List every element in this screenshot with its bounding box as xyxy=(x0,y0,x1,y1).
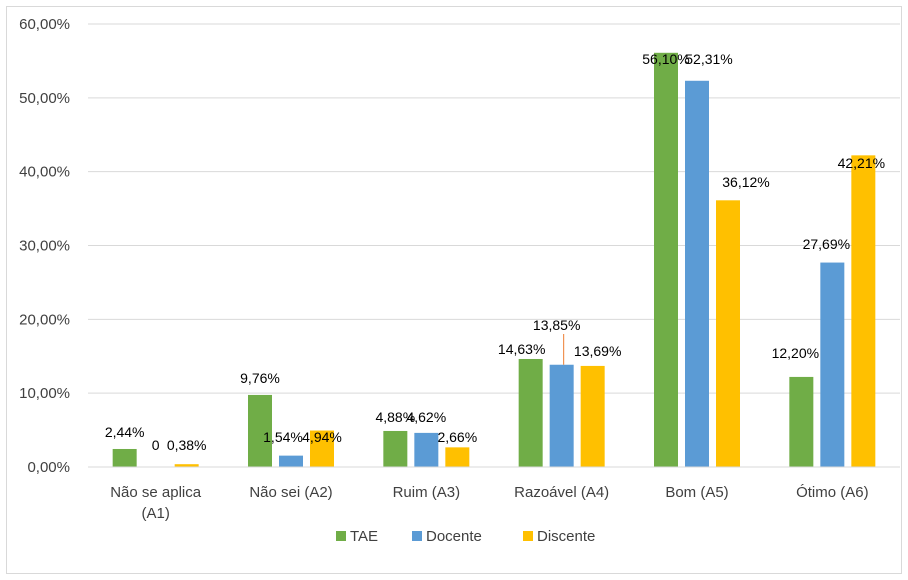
x-category-label: Ótimo (A6) xyxy=(796,484,869,501)
bar-tae xyxy=(518,358,543,467)
legend-item-docente: Docente xyxy=(412,528,482,545)
x-axis-categories: Não se aplica (A1) Não sei (A2) Ruim (A3) Ra… xyxy=(110,484,868,522)
data-label: 56,10% xyxy=(642,51,689,67)
x-category-label: Bom (A5) xyxy=(665,484,728,501)
legend-item-tae: TAE xyxy=(336,528,378,545)
x-category-label: Ruim (A3) xyxy=(393,484,461,501)
data-label: 4,94% xyxy=(302,429,342,445)
y-tick-label: 20,00% xyxy=(19,311,70,328)
y-tick-label: 0,00% xyxy=(27,459,70,476)
bar-tae xyxy=(789,376,814,467)
data-label: 36,12% xyxy=(722,174,769,190)
bar-docente xyxy=(820,262,845,467)
data-label: 52,31% xyxy=(685,51,732,67)
data-label: 2,66% xyxy=(437,429,477,445)
bar-discente xyxy=(580,365,605,467)
data-label: 0,38% xyxy=(167,437,207,453)
y-axis-ticks: 0,00% 10,00% 20,00% 30,00% 40,00% 50,00% 60,00… xyxy=(19,16,70,476)
bar-discente xyxy=(174,464,199,467)
legend-label: Discente xyxy=(537,528,595,545)
data-label: 0 xyxy=(152,437,160,453)
data-label: 1,54% xyxy=(263,429,303,445)
bar-tae xyxy=(654,52,678,468)
legend-label: Docente xyxy=(426,528,482,545)
data-label: 4,88% xyxy=(375,409,415,425)
bar-docente xyxy=(685,80,709,467)
y-tick-label: 30,00% xyxy=(19,238,70,255)
data-label: 12,20% xyxy=(772,345,819,361)
data-label: 13,69% xyxy=(574,343,621,359)
data-label: 13,85% xyxy=(533,317,580,333)
y-tick-label: 40,00% xyxy=(19,164,70,181)
y-tick-label: 60,00% xyxy=(19,16,70,33)
data-label: 9,76% xyxy=(240,370,280,386)
x-category-label: Não sei (A2) xyxy=(249,484,332,501)
data-label: 4,62% xyxy=(406,409,446,425)
bar-docente xyxy=(414,432,439,467)
bar-discente xyxy=(851,155,876,468)
data-label: 2,44% xyxy=(105,424,145,440)
bar-tae xyxy=(248,394,272,467)
legend-swatch xyxy=(336,531,346,541)
x-category-label: (A1) xyxy=(141,505,169,522)
legend-item-discente: Discente xyxy=(523,528,595,545)
bars xyxy=(112,52,876,468)
data-labels: 2,44% 0 0,38% 9,76% 1,54% 4,94% 4,88%4,62% 2,66… xyxy=(105,51,885,453)
x-category-label: Razoável (A4) xyxy=(514,484,609,501)
bar-docente xyxy=(549,364,574,467)
bar-discente xyxy=(716,200,740,467)
bar-discente xyxy=(310,430,334,467)
bar-docente xyxy=(279,455,303,467)
bar-tae xyxy=(112,448,137,467)
chart-frame xyxy=(6,6,902,574)
data-label: 42,21% xyxy=(838,155,885,171)
bar-tae xyxy=(383,430,408,467)
y-tick-label: 10,00% xyxy=(19,385,70,402)
data-label: 27,69% xyxy=(803,236,850,252)
legend-swatch xyxy=(523,531,533,541)
bar-discente xyxy=(445,447,470,467)
x-category-label: Não se aplica xyxy=(110,484,202,501)
legend: TAE Docente Discente xyxy=(336,528,595,545)
y-tick-label: 50,00% xyxy=(19,90,70,107)
legend-swatch xyxy=(412,531,422,541)
data-label: 14,63% xyxy=(498,341,545,357)
gridlines xyxy=(88,23,900,394)
legend-label: TAE xyxy=(350,528,378,545)
